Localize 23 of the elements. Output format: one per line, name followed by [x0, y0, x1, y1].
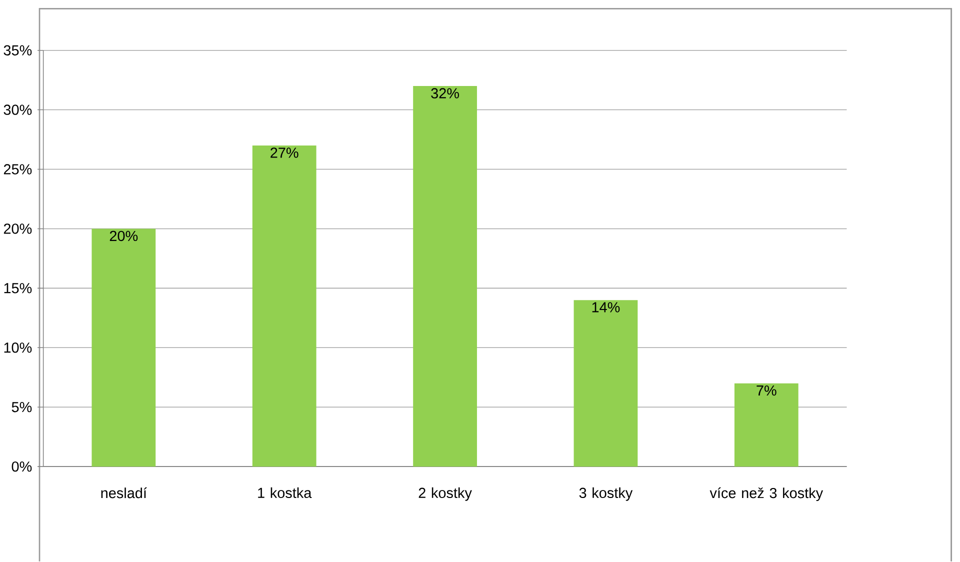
y-tick-label: 5% — [12, 402, 32, 412]
x-tick-label: více než 3 kostky — [710, 487, 824, 501]
bar — [413, 86, 477, 466]
x-tick-label: 3 kostky — [579, 487, 633, 501]
y-tick-label: 35% — [4, 45, 32, 56]
data-label: 7% — [756, 385, 776, 396]
y-tick-label: 0% — [12, 461, 32, 472]
x-tick-label: nesladí — [101, 487, 147, 498]
bar — [734, 383, 798, 466]
bar — [92, 228, 156, 466]
y-tick-label: 20% — [4, 224, 32, 234]
data-label: 20% — [110, 230, 138, 242]
data-label: 14% — [592, 302, 620, 312]
y-tick-label: 30% — [4, 104, 32, 115]
y-tick-label: 10% — [4, 342, 32, 353]
data-label: 27% — [270, 148, 298, 158]
bar — [574, 300, 638, 466]
data-label: 32% — [431, 88, 459, 98]
y-tick-label: 25% — [4, 164, 32, 174]
bar — [252, 145, 316, 466]
y-tick-label: 15% — [4, 283, 32, 294]
x-tick-label: 2 kostky — [418, 487, 472, 501]
x-tick-label: 1 kostka — [258, 487, 312, 498]
